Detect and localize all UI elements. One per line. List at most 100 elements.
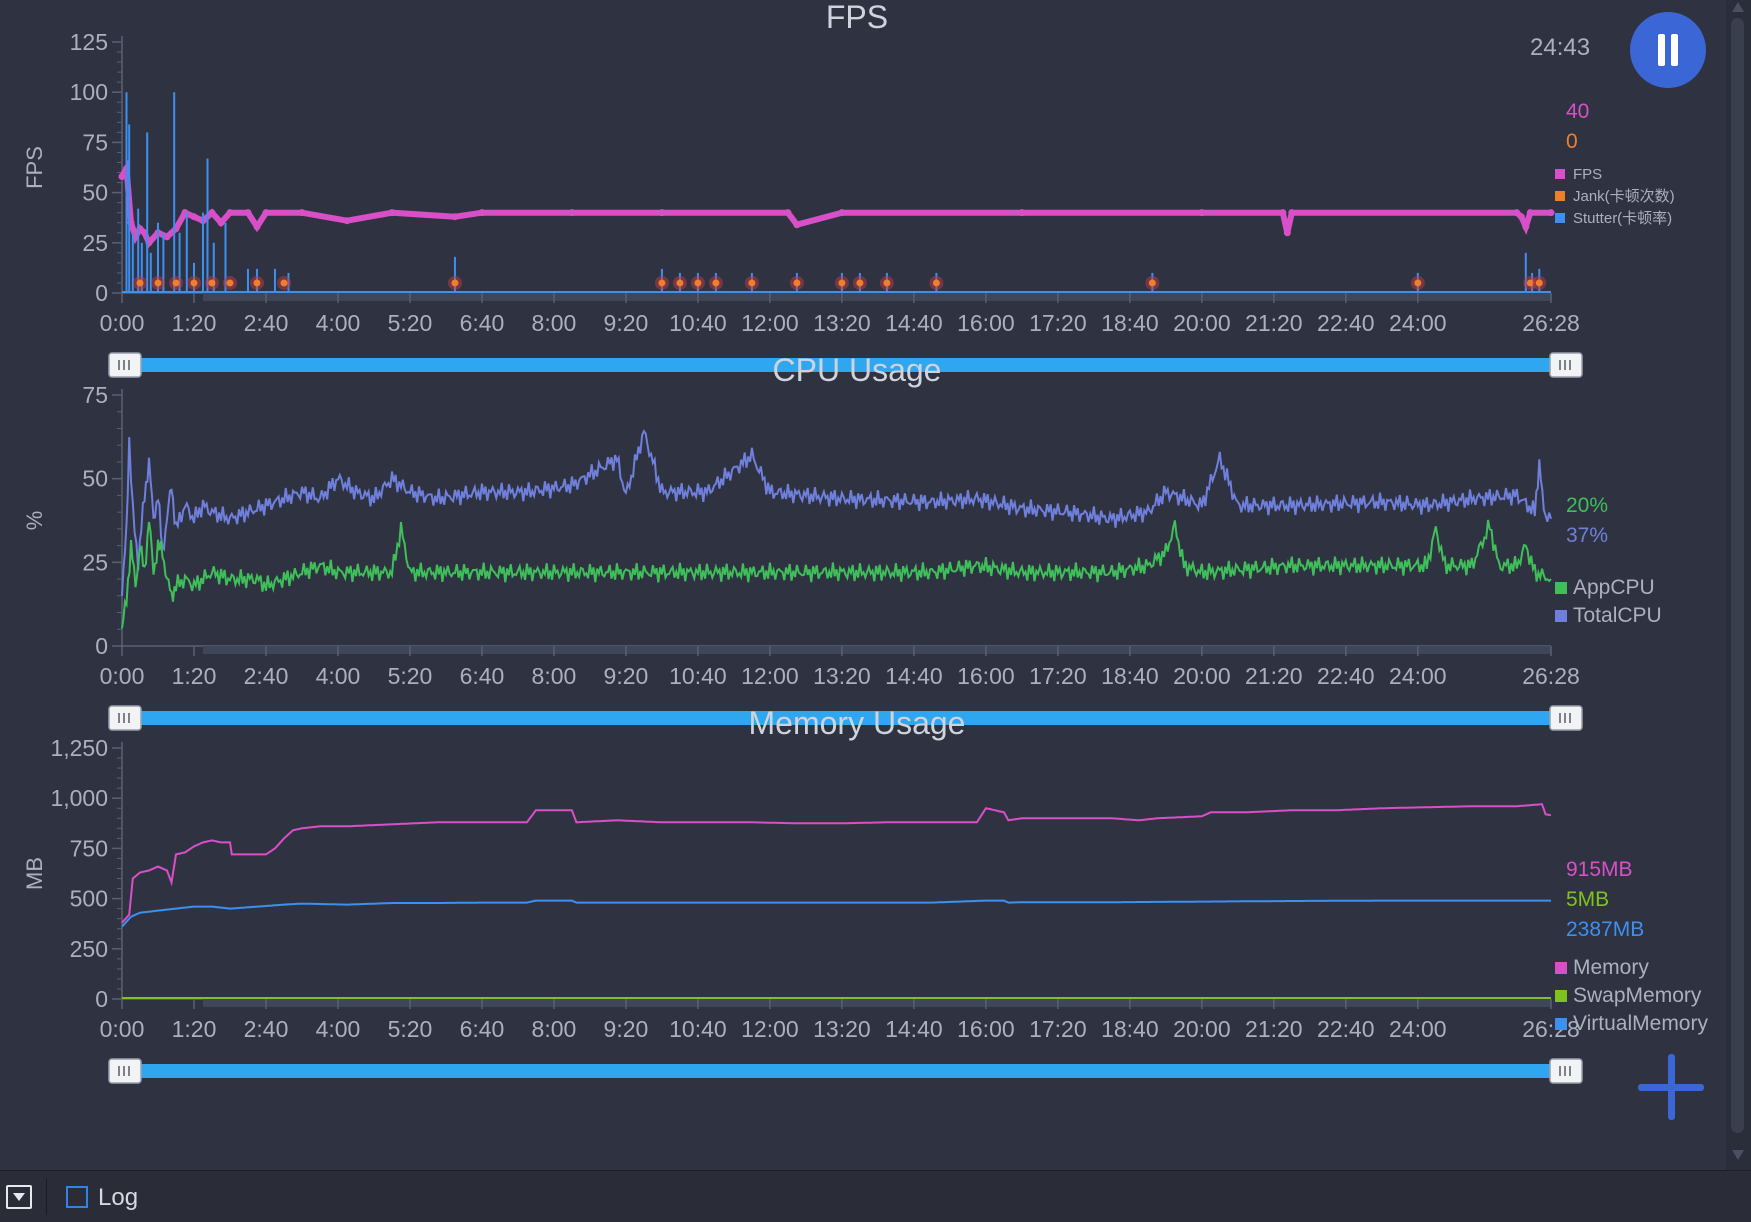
y-tick-label: 0 [95,633,108,659]
data-point [658,209,666,217]
data-point [712,279,720,287]
x-tick-label: 26:28 [1522,310,1580,336]
vertical-scrollbar[interactable] [1726,0,1751,1170]
data-point [793,279,801,287]
data-point [676,279,684,287]
x-tick-label: 14:40 [885,663,943,689]
log-label[interactable]: Log [98,1184,139,1211]
x-tick-label: 10:40 [669,1016,727,1042]
data-point [190,279,198,287]
scrollbar-thumb[interactable] [1731,18,1744,1133]
data-point [253,223,261,231]
data-line [121,429,1552,596]
add-chart-button[interactable] [1636,1052,1706,1122]
data-point [226,209,234,217]
x-tick-label: 12:00 [741,663,799,689]
series-memory [121,803,1552,924]
data-point [1414,279,1422,287]
data-point [1522,223,1530,231]
slider-handle-body [1549,705,1583,731]
data-point [478,209,486,217]
x-tick-label: 5:20 [388,1016,433,1042]
y-axis-label: % [22,511,47,531]
data-point [343,217,351,225]
x-tick-label: 8:00 [532,663,577,689]
toolbar-divider [46,1179,47,1215]
x-tick-label: 12:00 [741,1016,799,1042]
series-fps [118,158,1555,249]
x-tick-label: 2:40 [244,310,289,336]
x-tick-label: 6:40 [460,1016,505,1042]
scroll-up-icon[interactable] [1732,2,1744,12]
chart-panel-1: FPS FPS 0 25 50 75 100 125 0:00 1:20 2:40 4:00 5:20 6… [22,0,1675,378]
x-tick-label: 9:20 [604,310,649,336]
data-point [1526,209,1534,217]
data-point [1279,209,1287,217]
range-slider-start-handle[interactable] [108,705,142,731]
data-point [451,279,459,287]
x-tick-label: 18:40 [1101,310,1159,336]
legend-label: SwapMemory [1573,984,1702,1007]
current-value: 40 [1566,100,1589,123]
y-axis-label: FPS [22,146,47,189]
y-tick-label: 250 [70,936,108,962]
x-tick-label: 6:40 [460,310,505,336]
x-tick-label: 16:00 [957,663,1015,689]
range-slider-start-handle[interactable] [108,1058,142,1084]
x-tick-label: 26:28 [1522,663,1580,689]
data-point [932,279,940,287]
data-point [226,279,234,287]
x-tick-label: 24:00 [1389,663,1447,689]
x-tick-label: 20:00 [1173,310,1231,336]
y-tick-label: 0 [95,986,108,1012]
series-jank- [132,275,1547,290]
data-point [1018,209,1026,217]
bottom-toolbar: Log [0,1170,1751,1222]
data-point [208,209,216,217]
slider-handle-body [1549,352,1583,378]
y-tick-label: 75 [82,382,108,408]
data-line [121,803,1552,924]
plus-icon-stem [1668,1054,1675,1120]
chart-title: FPS [826,0,888,35]
data-point [838,209,846,217]
y-tick-label: 75 [82,129,108,155]
x-tick-label: 26:28 [1522,1016,1580,1042]
chart-title: CPU Usage [773,352,942,388]
x-tick-label: 10:40 [669,310,727,336]
current-value: 915MB [1566,858,1633,881]
legend-label: VirtualMemory [1573,1012,1708,1035]
range-slider-end-handle[interactable] [1549,705,1583,731]
range-slider-end-handle[interactable] [1549,352,1583,378]
x-tick-label: 4:00 [316,663,361,689]
x-tick-label: 8:00 [532,310,577,336]
x-tick-label: 22:40 [1317,1016,1375,1042]
y-axis-label: MB [22,857,47,890]
data-point [1535,279,1543,287]
range-slider-end-handle[interactable] [1549,1058,1583,1084]
elapsed-timer: 24:43 [1530,34,1591,61]
current-value: 0 [1566,130,1578,153]
legend-swatch [1555,610,1567,622]
legend-swatch [1555,582,1567,594]
panel-toggle-button[interactable] [6,1185,32,1209]
x-tick-label: 18:40 [1101,663,1159,689]
x-tick-label: 4:00 [316,310,361,336]
x-tick-label: 17:20 [1029,1016,1087,1042]
x-tick-label: 1:20 [172,310,217,336]
legend-swatch [1555,213,1565,223]
slider-handle-body [1549,1058,1583,1084]
scroll-down-icon[interactable] [1732,1150,1744,1160]
log-checkbox[interactable] [66,1186,88,1208]
x-tick-label: 1:20 [172,1016,217,1042]
range-slider-start-handle[interactable] [108,352,142,378]
data-point [172,279,180,287]
data-point [1526,279,1534,287]
pause-icon-bar [1671,34,1678,66]
y-tick-label: 0 [95,280,108,306]
x-tick-label: 21:20 [1245,663,1303,689]
x-tick-label: 14:40 [885,310,943,336]
x-axis-band [202,646,1552,654]
pause-button[interactable] [1630,12,1706,88]
x-tick-label: 5:20 [388,663,433,689]
